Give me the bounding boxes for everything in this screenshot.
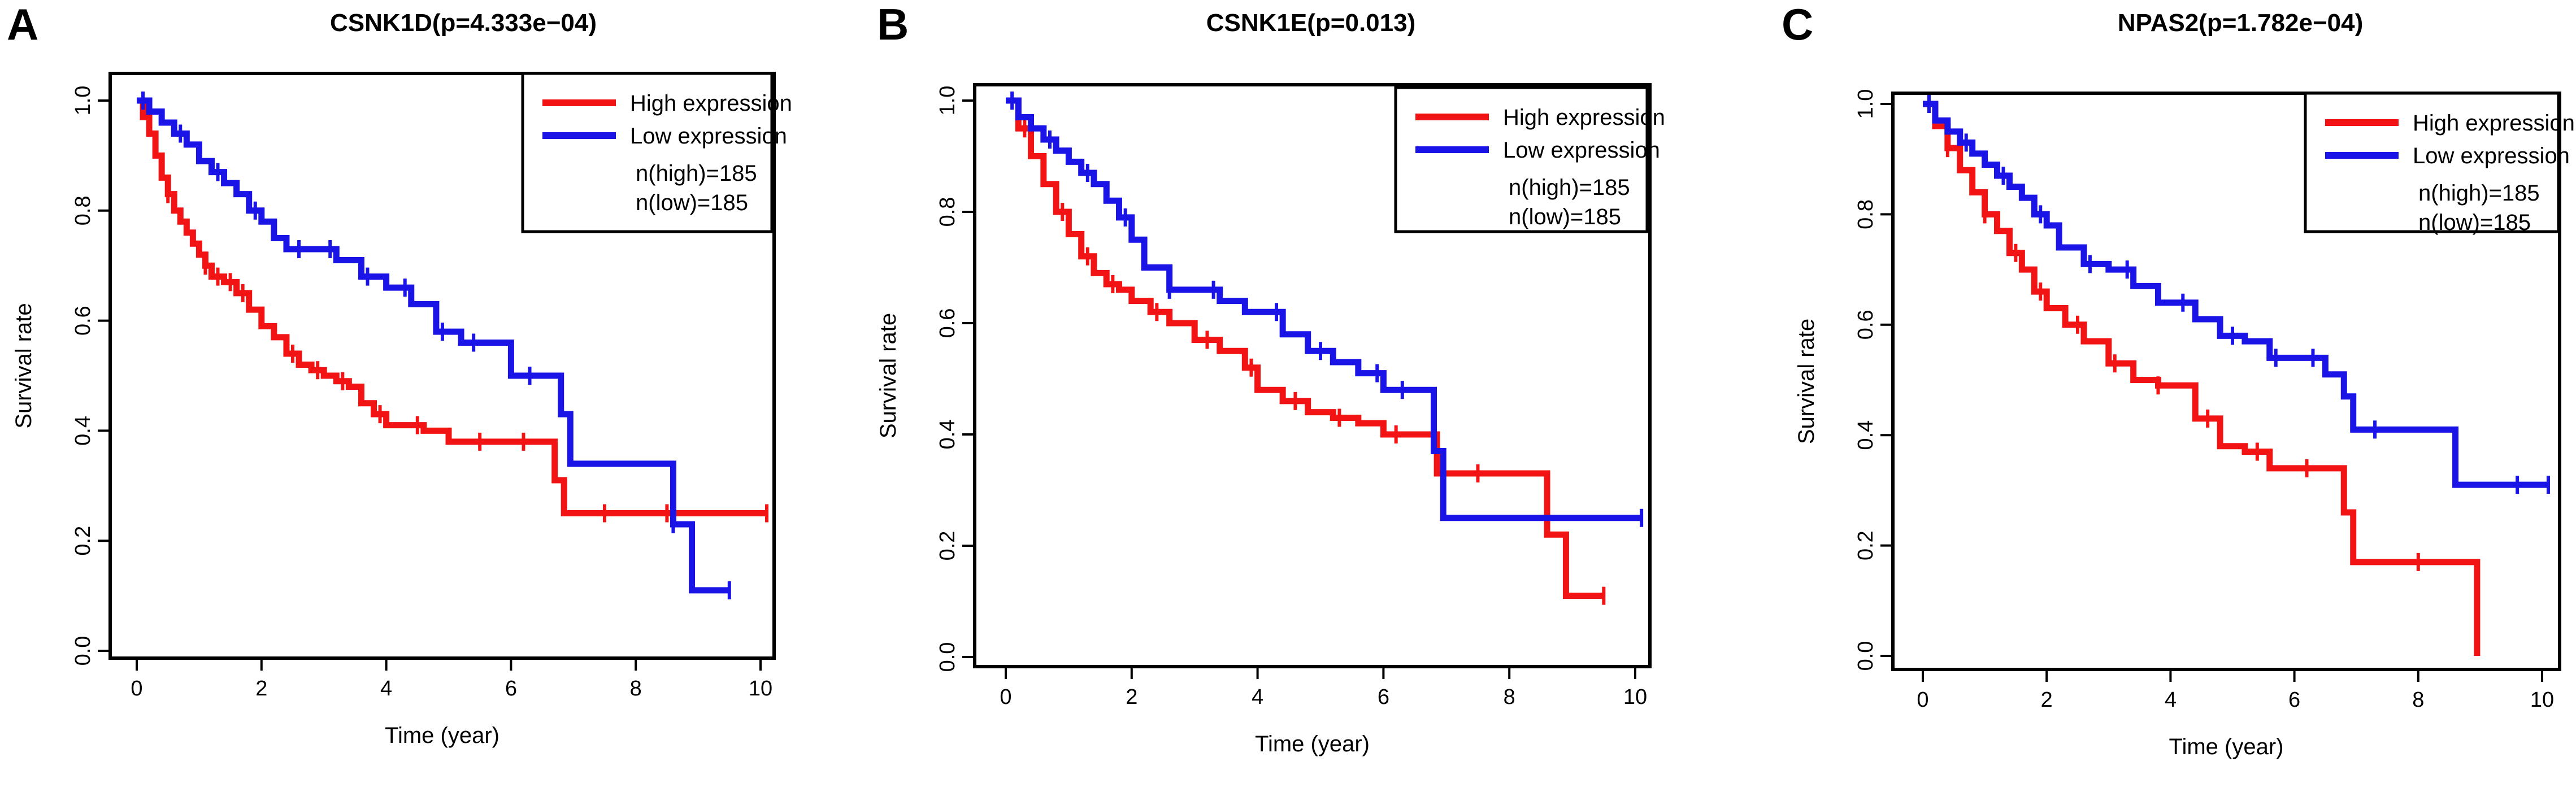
y-tick-label: 0.8 [71,195,95,225]
legend: High expression Low expression n(high)=185… [521,72,792,233]
panel-c: C NPAS2(p=1.782e−04) 0 2 4 6 8 10 0.0 0.2 0.4 0.6 0.… [1782,0,2575,759]
x-tick-label: 8 [2412,688,2424,712]
series-line-low [137,97,729,594]
x-tick-label: 0 [1917,688,1928,712]
legend: High expression Low expression n(high)=185… [2304,92,2575,235]
x-axis-label: Time (year) [385,723,499,748]
x-tick-label: 6 [2288,688,2300,712]
series-line-high [1006,97,1604,599]
y-tick-label: 0.4 [71,416,95,446]
legend-label: High expression [630,91,792,116]
legend-note: n(high)=185 [636,161,757,186]
y-axis-label: Survival rate [11,303,36,428]
x-tick-label: 8 [1504,685,1515,709]
panel-letter: B [877,0,909,49]
x-tick-label: 4 [1252,685,1263,709]
legend-label: High expression [2413,111,2575,136]
x-tick-label: 8 [630,677,642,701]
legend-label: High expression [1503,105,1665,130]
y-axis-label: Survival rate [1794,319,1819,444]
y-tick-label: 0.4 [936,420,959,450]
x-tick-label: 4 [2165,688,2177,712]
panel-a: A CSNK1D(p=4.333e−04) 0 2 4 6 8 10 0.0 0.2 0.4 0.6 0… [7,0,792,748]
legend-note: n(low)=185 [636,190,748,215]
y-tick-label: 0.0 [936,642,959,672]
series-line-high [1923,101,2481,656]
x-tick-label: 2 [255,677,267,701]
y-tick-label: 0.0 [71,636,95,666]
y-tick-label: 1.0 [71,86,95,116]
legend-note: n(high)=185 [2418,181,2540,206]
plot-frame [108,72,776,660]
x-tick-label: 4 [380,677,392,701]
x-tick-label: 0 [131,677,142,701]
x-axis-label: Time (year) [1255,732,1370,756]
x-tick-label: 2 [1126,685,1137,709]
legend-label: Low expression [630,124,787,149]
legend-label: Low expression [2413,143,2570,168]
legend-label: Low expression [1503,138,1660,163]
plot-frame [1891,92,2561,671]
y-tick-label: 1.0 [1854,89,1878,119]
plot-frame [973,83,1652,668]
series-line-low [1006,97,1642,521]
y-tick-label: 0.4 [1854,420,1878,450]
y-tick-label: 0.2 [1854,530,1878,560]
y-tick-label: 1.0 [936,86,959,116]
legend-note: n(high)=185 [1509,175,1630,200]
chart-title: CSNK1D(p=4.333e−04) [330,9,597,37]
x-tick-label: 0 [1000,685,1011,709]
panel-letter: A [7,0,38,49]
x-tick-label: 10 [749,677,772,701]
y-tick-label: 0.2 [71,526,95,556]
y-tick-label: 0.6 [71,306,95,336]
panel-letter: C [1782,0,1813,49]
legend-box [2304,92,2560,233]
legend-box [1394,86,1649,233]
y-tick-label: 0.0 [1854,641,1878,671]
y-tick-label: 0.6 [936,308,959,338]
x-tick-label: 10 [2530,688,2554,712]
legend-note: n(low)=185 [1509,205,1621,229]
y-axis-label: Survival rate [876,313,901,438]
legend: High expression Low expression n(high)=185… [1394,86,1665,233]
chart-title: NPAS2(p=1.782e−04) [2118,9,2364,37]
x-tick-label: 6 [505,677,517,701]
x-axis-label: Time (year) [2169,734,2284,759]
panel-b: B CSNK1E(p=0.013) 0 2 4 6 8 10 0.0 0.2 0.4 0.6 0.8 1.… [876,0,1665,756]
y-tick-label: 0.8 [1854,199,1878,229]
y-tick-label: 0.2 [936,531,959,561]
series-line-low [1923,101,2548,488]
chart-title: CSNK1E(p=0.013) [1206,9,1415,37]
y-tick-label: 0.8 [936,197,959,227]
series-line-high [137,97,767,516]
x-tick-label: 6 [1378,685,1389,709]
x-tick-label: 2 [2041,688,2053,712]
y-tick-label: 0.6 [1854,310,1878,340]
legend-note: n(low)=185 [2418,210,2531,235]
x-tick-label: 10 [1623,685,1647,709]
